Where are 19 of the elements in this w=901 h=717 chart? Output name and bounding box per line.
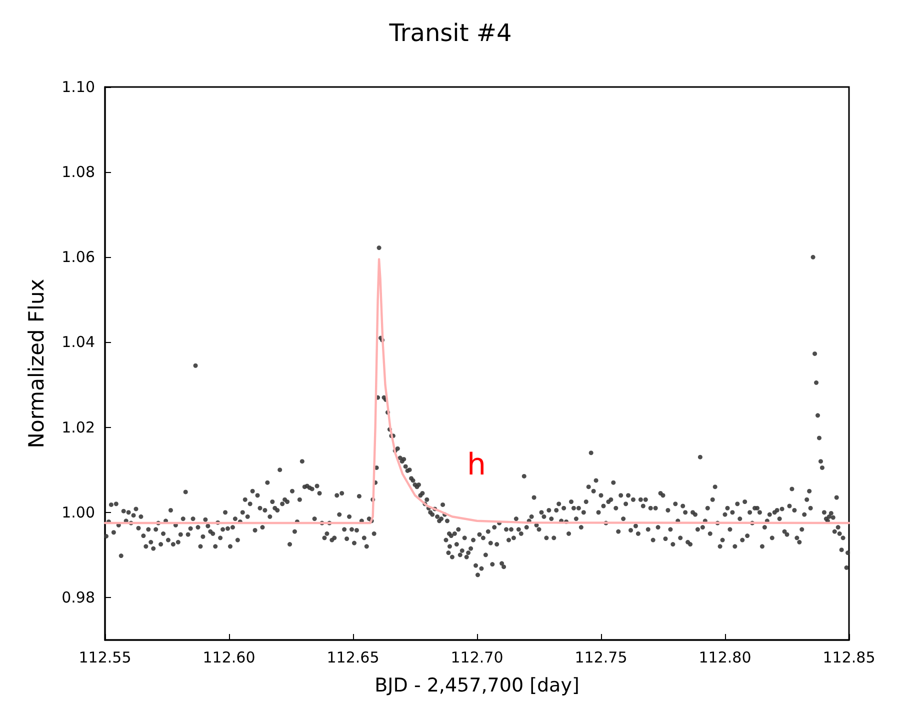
chart-title: Transit #4 [388,19,512,47]
y-tick-label: 1.02 [62,418,95,436]
x-tick-label: 112.80 [698,648,752,666]
x-tick-label: 112.65 [326,648,380,666]
x-tick-label: 112.60 [202,648,256,666]
x-tick-label: 112.55 [78,648,132,666]
annotation: h [467,448,486,482]
y-tick-label: 1.08 [62,163,95,182]
y-axis-title: Normalized Flux [24,278,48,448]
x-axis-title: BJD - 2,457,700 [day] [374,674,580,696]
x-tick-label: 112.75 [574,648,628,666]
y-tick-label: 0.98 [62,588,95,606]
x-tick-label: 112.85 [822,648,876,666]
y-tick-label: 1.06 [62,248,95,266]
line-series [104,258,850,524]
y-tick-label: 1.04 [62,333,95,352]
y-tick-label: 1.00 [62,503,95,522]
y-tick-label: 1.10 [62,78,95,96]
x-tick-label: 112.70 [450,648,504,666]
